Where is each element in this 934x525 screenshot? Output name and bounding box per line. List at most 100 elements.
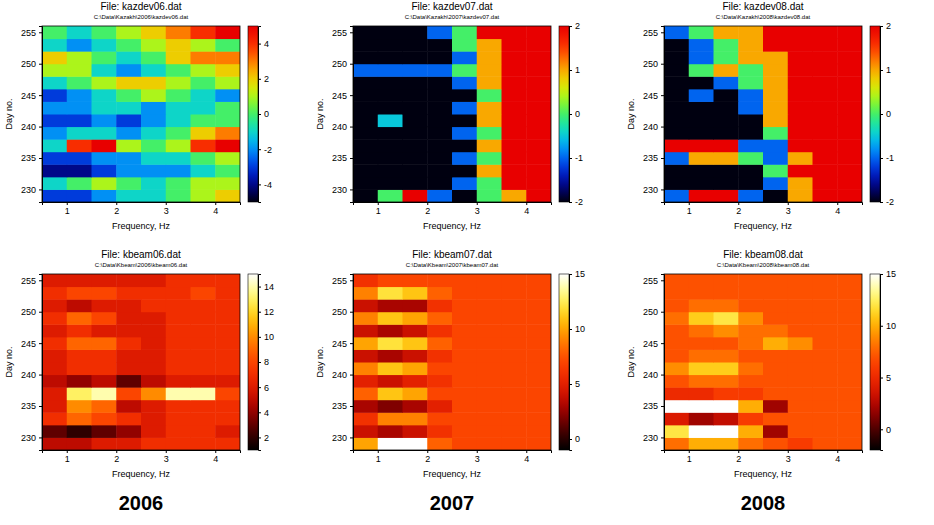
heatmap-cell (42, 274, 67, 287)
panel: File: kazdev06.datC:\Data\Kazakh\2006\ka… (4, 1, 272, 231)
heatmap-cell (477, 64, 502, 77)
heatmap-cell (141, 375, 166, 388)
heatmap-cell (427, 164, 452, 177)
heatmap-cell (403, 64, 428, 77)
heatmap-cell (452, 152, 477, 165)
heatmap-cell (738, 299, 763, 312)
heatmap-cell (837, 127, 862, 140)
heatmap-cell (452, 164, 477, 177)
heatmap-cell (813, 139, 838, 152)
heatmap-cell (116, 152, 141, 165)
y-axis-tick-mark (39, 127, 42, 128)
heatmap-cell (403, 139, 428, 152)
heatmap-cell (714, 64, 739, 77)
heatmap-cell (788, 114, 813, 127)
heatmap-cell (714, 387, 739, 400)
heatmap-cell (664, 76, 689, 89)
heatmap-cell (92, 64, 117, 77)
heatmap-cell (191, 337, 216, 350)
heatmap-cell (452, 177, 477, 190)
heatmap-cell (42, 324, 67, 337)
heatmap-cell (353, 164, 378, 177)
heatmap-cell (837, 164, 862, 177)
y-axis-tick-mark (39, 437, 42, 438)
heatmap-cell (477, 312, 502, 325)
x-axis-tick-label: 4 (213, 454, 218, 464)
colorbar-axis-tick-mark (569, 384, 572, 385)
heatmap-cell (141, 39, 166, 52)
heatmap-cell (526, 312, 551, 325)
colorbar-axis-tick-label: 10 (264, 332, 274, 342)
heatmap-cell (378, 337, 403, 350)
y-axis-tick-mark (39, 312, 42, 313)
heatmap-cell (42, 164, 67, 177)
heatmap-cell (689, 349, 714, 362)
y-axis: 230235240245250255 (332, 27, 354, 203)
heatmap-cell (353, 51, 378, 64)
x-axis-line (665, 451, 863, 454)
y-axis-tick-mark (39, 280, 42, 281)
colorbar-axis-tick-mark (258, 387, 261, 388)
heatmap-cells (42, 26, 240, 202)
heatmap-cell (477, 26, 502, 39)
heatmap-cell (689, 51, 714, 64)
heatmap-cell (191, 425, 216, 438)
heatmap-cell (714, 189, 739, 202)
heatmap-cell (427, 425, 452, 438)
heatmap-cell (116, 425, 141, 438)
heatmap-cell (67, 387, 92, 400)
y-axis-tick: 230 (332, 185, 353, 195)
y-axis-line (661, 275, 665, 451)
heatmap-cell (738, 189, 763, 202)
colorbar-axis: 051015 (569, 269, 585, 450)
heatmap-cell (191, 299, 216, 312)
heatmap-cell (378, 26, 403, 39)
heatmap-cell (452, 425, 477, 438)
y-axis-line (661, 27, 665, 203)
heatmap-cell (502, 387, 527, 400)
heatmap-cell (452, 139, 477, 152)
y-axis-tick-label: 245 (643, 339, 658, 349)
heatmap-cell (215, 114, 240, 127)
heatmap-cell (477, 299, 502, 312)
colorbar-axis-tick-mark (258, 44, 261, 45)
heatmap-cell (215, 362, 240, 375)
y-axis-tick-mark (39, 375, 42, 376)
x-axis: 1234 (43, 202, 241, 216)
heatmap-cell (67, 51, 92, 64)
y-axis-tick-label: 240 (332, 370, 347, 380)
heatmap-cell (403, 324, 428, 337)
colorbar-axis: -2-1012 (569, 21, 583, 207)
y-axis-tick: 255 (332, 28, 353, 38)
heatmap-cell (166, 400, 191, 413)
heatmap-cell (689, 64, 714, 77)
heatmap-cell (502, 164, 527, 177)
heatmap-cell (664, 312, 689, 325)
heatmap-cell (689, 127, 714, 140)
x-axis-tick: 3 (786, 202, 791, 216)
heatmap-cell (788, 375, 813, 388)
colorbar-axis-line (570, 27, 573, 203)
heatmap-cell (477, 89, 502, 102)
x-axis-tick: 4 (213, 202, 218, 216)
x-axis-tick-label: 2 (425, 454, 430, 464)
heatmap-cell (427, 274, 452, 287)
heatmap-cell (403, 164, 428, 177)
colorbar-axis-tick: 4 (258, 39, 269, 49)
colorbar-axis: 051015 (880, 269, 896, 450)
heatmap-cell (837, 412, 862, 425)
heatmap-cell (116, 437, 141, 450)
heatmap-cells (353, 274, 551, 450)
heatmap-cell (788, 39, 813, 52)
heatmap-cell (689, 164, 714, 177)
colorbar-axis-tick: -4 (258, 180, 272, 190)
heatmap-cell (427, 64, 452, 77)
y-axis-tick: 255 (21, 276, 42, 286)
y-axis-tick-mark (661, 312, 664, 313)
heatmap-cell (664, 139, 689, 152)
heatmap-cell (526, 101, 551, 114)
heatmap-cell (92, 299, 117, 312)
heatmap-cell (92, 312, 117, 325)
heatmap-cell (788, 101, 813, 114)
heatmap-cell (526, 164, 551, 177)
